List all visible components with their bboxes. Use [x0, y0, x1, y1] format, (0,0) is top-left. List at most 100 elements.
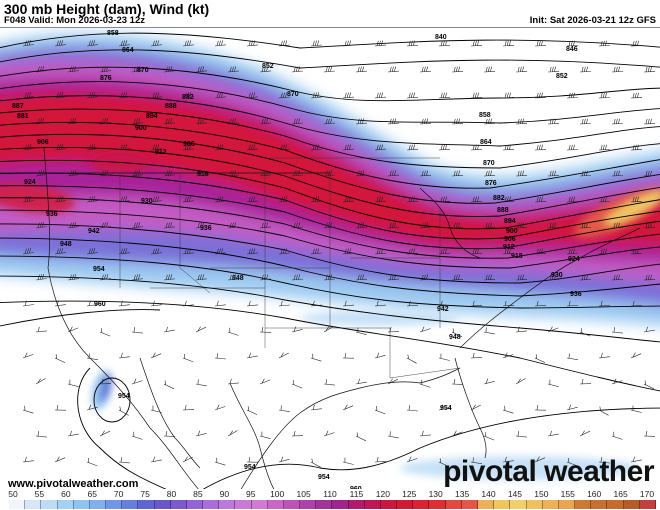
- colorbar-swatch: [477, 500, 495, 509]
- colorbar-swatch: [380, 500, 398, 509]
- colorbar-tick: 145: [507, 489, 522, 499]
- colorbar-tick: 110: [323, 489, 337, 499]
- valid-time: F048 Valid: Mon 2026-03-23 12z: [4, 15, 145, 26]
- svg-text:906: 906: [504, 236, 516, 243]
- height-contours: [0, 32, 660, 491]
- colorbar-swatch: [154, 500, 171, 509]
- colorbar-swatch: [558, 500, 576, 509]
- svg-text:960: 960: [94, 301, 106, 308]
- svg-text:881: 881: [17, 113, 29, 120]
- colorbar-swatch: [510, 500, 527, 509]
- colorbar-swatch: [186, 500, 204, 509]
- brand-logo: pivotal weather: [443, 455, 654, 488]
- svg-text:858: 858: [479, 112, 491, 119]
- colorbar-swatch: [25, 500, 42, 509]
- colorbar: 50 55 60 65 70 75 80 85 90 95 100 105 110 115 120 125 13…: [0, 489, 660, 510]
- colorbar-swatch: [251, 500, 268, 509]
- colorbar-tick: 170: [639, 489, 655, 499]
- colorbar-swatch: [170, 500, 187, 509]
- colorbar-swatch: [526, 500, 543, 509]
- init-time: Init: Sat 2026-03-21 12z GFS: [529, 15, 656, 26]
- svg-text:942: 942: [437, 306, 449, 313]
- colorbar-swatch: [542, 500, 559, 509]
- colorbar-tick: 165: [613, 489, 628, 499]
- colorbar-tick: 120: [375, 489, 390, 499]
- colorbar-swatch: [429, 500, 446, 509]
- svg-text:894: 894: [146, 113, 158, 120]
- colorbar-swatch: [348, 500, 365, 509]
- colorbar-swatch: [267, 500, 284, 509]
- colorbar-swatch: [203, 500, 220, 509]
- svg-text:942: 942: [88, 228, 100, 235]
- colorbar-tick: 155: [560, 489, 575, 499]
- svg-text:900: 900: [506, 228, 518, 235]
- colorbar-tick: 130: [428, 489, 443, 499]
- weather-map[interactable]: 858 864 852 840 846 852 858 864 870 870 …: [0, 27, 660, 491]
- colorbar-tick: 85: [193, 489, 203, 499]
- svg-text:930: 930: [141, 198, 153, 205]
- colorbar-swatch: [316, 500, 333, 509]
- colorbar-tick: 125: [402, 489, 417, 499]
- svg-text:900: 900: [135, 125, 147, 132]
- svg-text:887: 887: [12, 103, 24, 110]
- svg-text:888: 888: [165, 103, 177, 110]
- svg-text:846: 846: [566, 46, 578, 53]
- svg-text:870: 870: [137, 67, 149, 74]
- chart-title: 300 mb Height (dam), Wind (kt): [4, 1, 210, 17]
- colorbar-swatch: [591, 500, 608, 509]
- colorbar-swatch: [461, 500, 478, 509]
- svg-text:912: 912: [503, 244, 515, 251]
- svg-text:936: 936: [200, 225, 212, 232]
- colorbar-swatch: [122, 500, 139, 509]
- colorbar-tick-labels: 50 55 60 65 70 75 80 85 90 95 100 105 110 115 120 125 13…: [0, 489, 660, 499]
- colorbar-swatch: [413, 500, 430, 509]
- colorbar-tick: 150: [534, 489, 549, 499]
- colorbar-tick: 160: [587, 489, 602, 499]
- svg-text:960: 960: [350, 486, 362, 491]
- svg-text:864: 864: [480, 139, 492, 146]
- svg-text:954: 954: [93, 266, 105, 273]
- svg-text:894: 894: [504, 218, 516, 225]
- colorbar-tick: 115: [349, 489, 364, 499]
- svg-text:906: 906: [37, 139, 49, 146]
- colorbar-swatch: [364, 500, 381, 509]
- colorbar-swatch: [575, 500, 592, 509]
- colorbar-tick: 90: [219, 489, 230, 499]
- colorbar-swatch: [283, 500, 301, 509]
- svg-text:864: 864: [122, 47, 134, 54]
- colorbar-swatch: [607, 500, 624, 509]
- svg-text:948: 948: [232, 275, 244, 282]
- colorbar-swatch: [57, 500, 74, 509]
- svg-text:936: 936: [570, 291, 582, 298]
- colorbar-tick: 65: [87, 489, 97, 499]
- colorbar-swatch: [300, 500, 317, 509]
- svg-text:840: 840: [435, 34, 447, 41]
- jet-max-shading: [0, 153, 660, 480]
- svg-text:948: 948: [60, 241, 72, 248]
- colorbar-swatch: [639, 500, 656, 509]
- colorbar-swatch: [219, 500, 236, 509]
- colorbar-tick: 100: [270, 489, 285, 499]
- colorbar-tick: 80: [166, 489, 177, 499]
- map-canvas: 858 864 852 840 846 852 858 864 870 870 …: [0, 30, 660, 491]
- svg-text:906: 906: [183, 141, 195, 148]
- svg-text:954: 954: [118, 393, 130, 400]
- svg-text:870: 870: [287, 91, 299, 98]
- colorbar-swatch: [89, 500, 107, 509]
- colorbar-swatch: [332, 500, 349, 509]
- colorbar-swatch: [41, 500, 58, 509]
- colorbar-swatch: [138, 500, 155, 509]
- svg-text:858: 858: [107, 30, 119, 37]
- svg-text:888: 888: [497, 207, 509, 214]
- svg-text:930: 930: [551, 272, 563, 279]
- svg-text:918: 918: [511, 253, 523, 260]
- colorbar-tick: 50: [8, 489, 18, 499]
- svg-text:870: 870: [483, 160, 495, 167]
- colorbar-swatch: [397, 500, 414, 509]
- colorbar-tick: 105: [296, 489, 311, 499]
- header: 300 mb Height (dam), Wind (kt) F048 Vali…: [0, 0, 660, 27]
- svg-text:912: 912: [155, 149, 167, 156]
- colorbar-swatch: [106, 500, 123, 509]
- svg-text:954: 954: [318, 474, 330, 481]
- colorbar-tick: 95: [246, 489, 256, 499]
